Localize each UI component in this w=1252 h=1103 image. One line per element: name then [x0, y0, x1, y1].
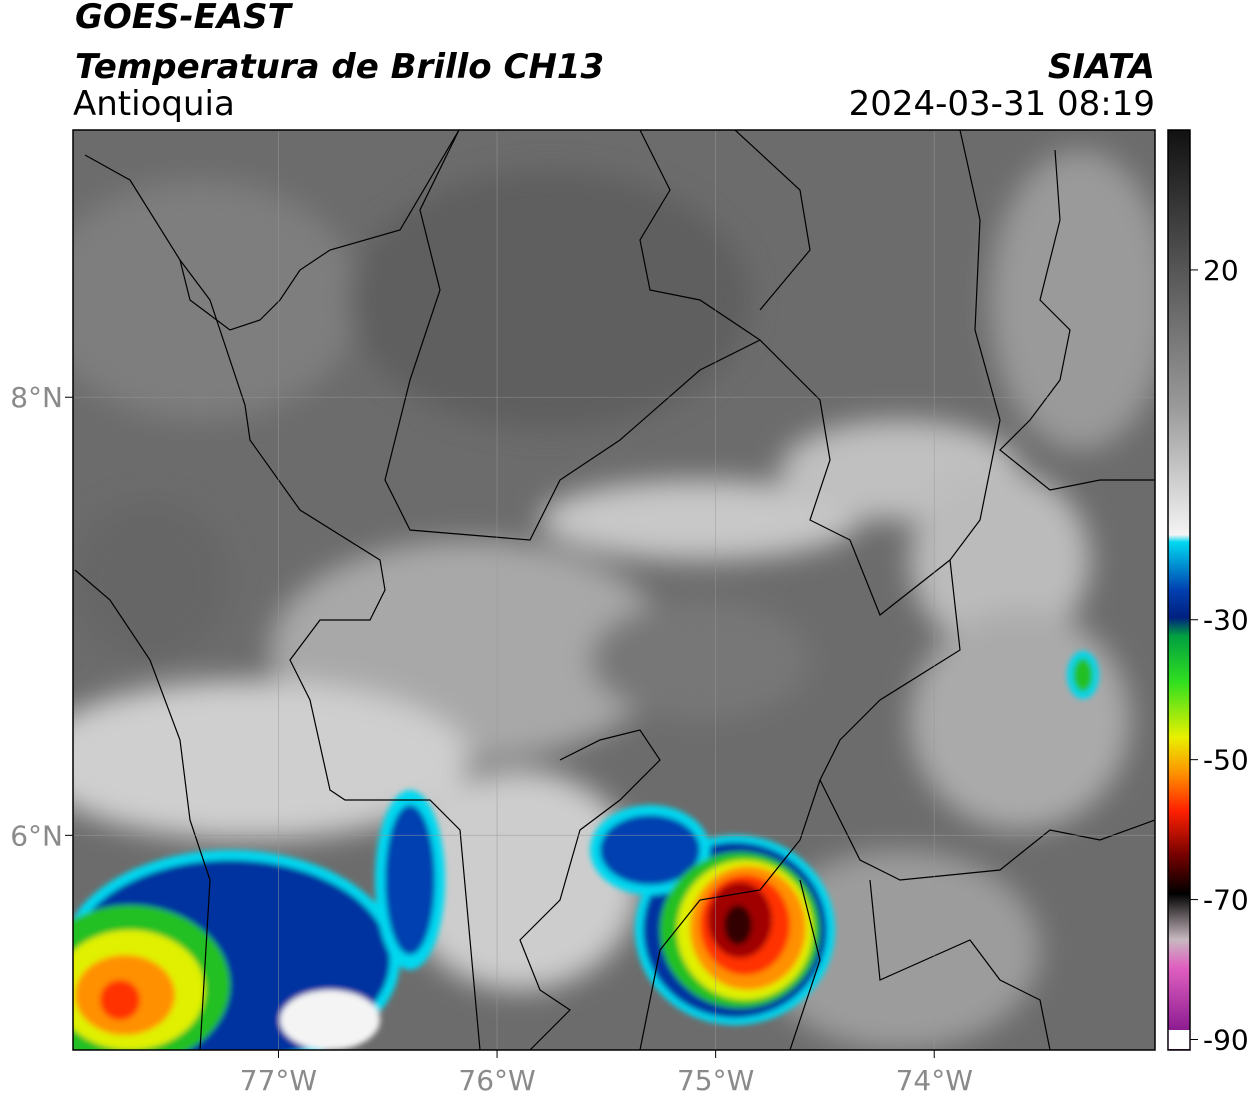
source: SIATA	[1048, 47, 1155, 87]
y-tick-label: 8°N	[10, 381, 63, 414]
colorbar-tick-label: 20	[1203, 254, 1239, 287]
x-tick-label: 76°W	[458, 1064, 535, 1097]
colorbar-tick-label: -30	[1203, 604, 1249, 637]
colorbar-under	[1168, 1030, 1190, 1049]
satellite-image	[73, 130, 1155, 1050]
region: Antioquia	[73, 84, 235, 124]
colorbar	[1167, 129, 1191, 1051]
colorbar-ticks: 20 -30 -50 -70 -90	[1190, 254, 1249, 1057]
datetime: 2024-03-31 08:19	[849, 84, 1155, 124]
subtitle: Temperatura de Brillo CH13	[75, 47, 604, 87]
x-tick-label: 75°W	[677, 1064, 754, 1097]
colorbar-tick-label: -70	[1203, 884, 1249, 917]
colorbar-tick-label: -90	[1203, 1024, 1249, 1057]
map-frame	[72, 129, 1156, 1051]
title: GOES-EAST	[75, 0, 294, 37]
grid	[73, 130, 1155, 1050]
y-tick-label: 6°N	[10, 819, 63, 852]
colorbar-tick-label: -50	[1203, 744, 1249, 777]
x-tick-label: 77°W	[240, 1064, 317, 1097]
x-tick-label: 74°W	[896, 1064, 973, 1097]
